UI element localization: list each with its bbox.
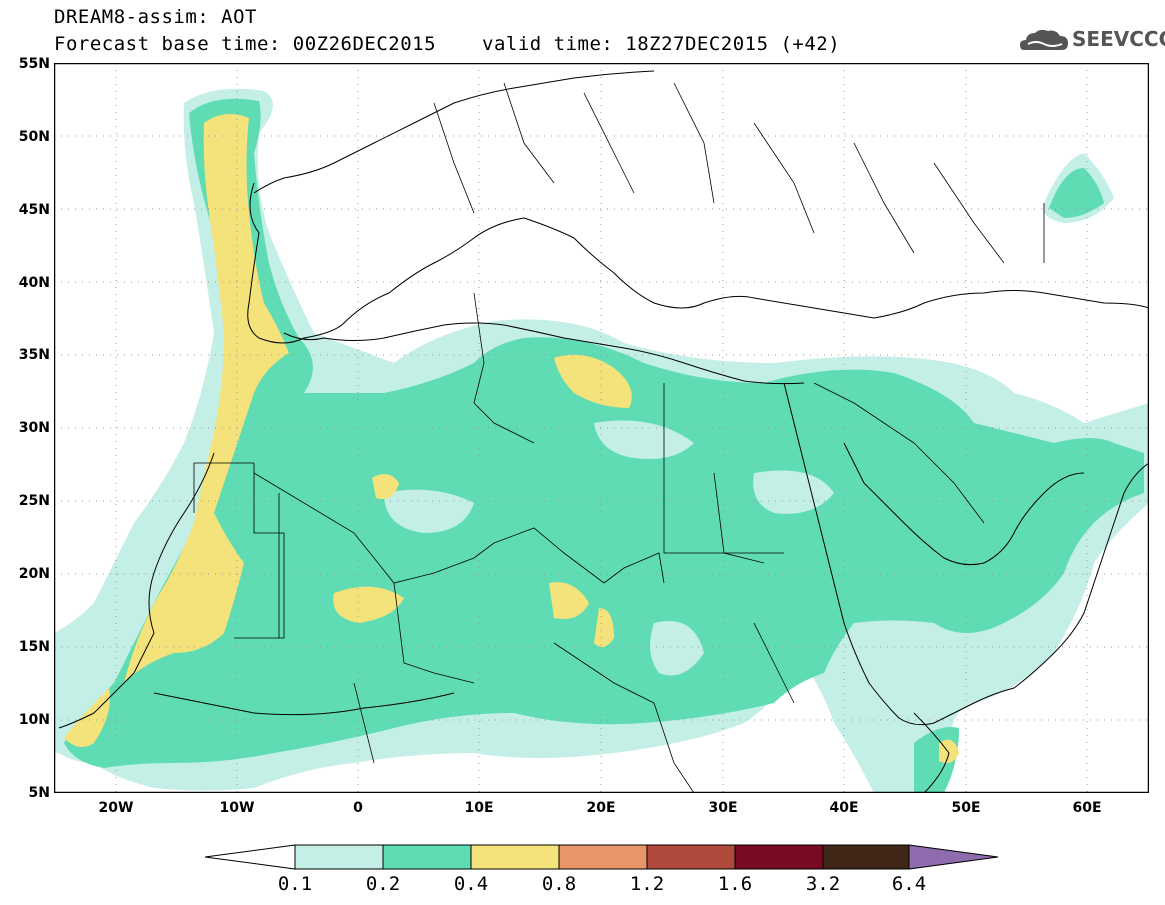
- logo-text: SEEVCCC: [1072, 27, 1165, 51]
- lat-label: 55N: [18, 56, 50, 72]
- map-gridlines: [54, 63, 1149, 793]
- coastlines: [58, 70, 1149, 793]
- lon-label: 0: [353, 800, 363, 816]
- aot-map: [54, 63, 1149, 793]
- lat-label: 50N: [18, 129, 50, 145]
- map-title: DREAM8-assim: AOT: [54, 6, 257, 28]
- colorbar-segment: [205, 844, 296, 870]
- colorbar-segment: [558, 844, 648, 870]
- aot-contour-holes: [384, 420, 834, 676]
- lon-label: 20E: [586, 800, 616, 816]
- lon-label: 10E: [464, 800, 494, 816]
- colorbar-label: 1.6: [717, 873, 753, 895]
- lon-label: 50E: [951, 800, 981, 816]
- seevccc-logo-icon: [1020, 29, 1068, 50]
- colorbar-segment: [734, 844, 824, 870]
- lon-label: 20W: [98, 800, 134, 816]
- colorbar-label: 6.4: [891, 873, 927, 895]
- colorbar-segment: [294, 844, 384, 870]
- lat-label: 10N: [18, 712, 50, 728]
- colorbar-label: 1.2: [629, 873, 665, 895]
- aot-contour-yellow: [64, 114, 959, 764]
- lat-label: 5N: [28, 785, 50, 801]
- colorbar-label: 0.1: [277, 873, 313, 895]
- lon-label: 60E: [1072, 800, 1102, 816]
- lon-label: 40E: [829, 800, 859, 816]
- forecast-base-time: Forecast base time: 00Z26DEC2015: [54, 33, 437, 55]
- country-borders: [193, 82, 1045, 793]
- colorbar-segment: [470, 844, 560, 870]
- colorbar-label: 0.4: [453, 873, 489, 895]
- colorbar-segment: [382, 844, 472, 870]
- lon-label: 10W: [219, 800, 255, 816]
- colorbar-label: 0.8: [541, 873, 577, 895]
- colorbar-segment: [646, 844, 736, 870]
- valid-time: valid time: 18Z27DEC2015 (+42): [482, 33, 841, 55]
- colorbar-label: 0.2: [365, 873, 401, 895]
- lat-label: 25N: [18, 493, 50, 509]
- lat-label: 20N: [18, 566, 50, 582]
- lon-label: 30E: [708, 800, 738, 816]
- colorbar-segment: [822, 844, 910, 870]
- lat-label: 15N: [18, 639, 50, 655]
- colorbar-segment: [908, 844, 999, 870]
- lat-label: 35N: [18, 347, 50, 363]
- aot-colorbar: [205, 844, 999, 870]
- lat-label: 30N: [18, 420, 50, 436]
- colorbar-label: 3.2: [805, 873, 841, 895]
- lat-label: 40N: [18, 275, 50, 291]
- lat-label: 45N: [18, 202, 50, 218]
